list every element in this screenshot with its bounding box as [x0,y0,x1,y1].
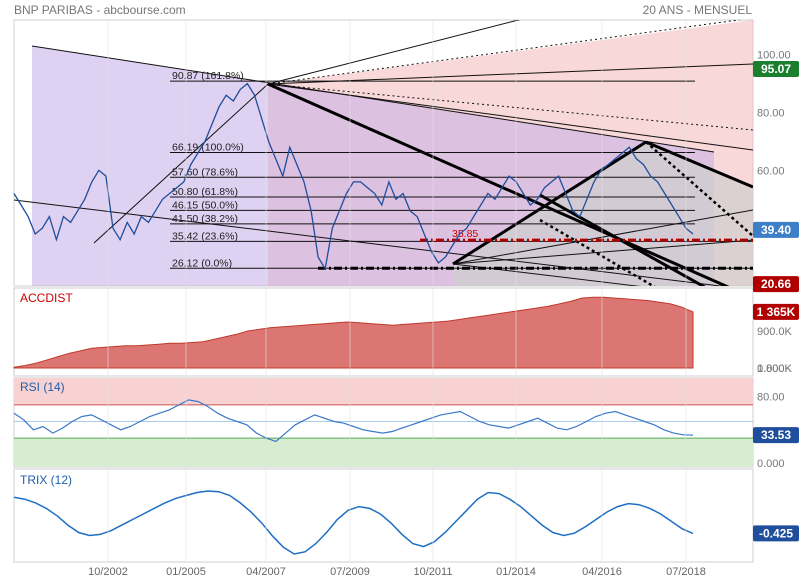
fan-line-dotted [267,20,743,85]
accdist-y-tick: 900.0K [757,326,793,338]
rsi-overbought-zone [14,378,753,405]
x-tick-label: 10/2002 [88,566,128,578]
fan-line [267,20,521,85]
price-badge-0 [753,60,799,77]
rsi-y-tick: 0.000 [757,458,785,470]
fan-line-dotted [267,83,753,131]
channel-line [14,199,725,286]
rsi-badge [753,427,799,444]
thick-trend-line [645,140,753,189]
x-tick-label: 10/2011 [414,566,453,578]
x-tick-label: 07/2009 [330,566,370,578]
price-series-line [13,82,694,271]
price-badge-2 [753,276,799,293]
accdist-badge-label: 1 365K [757,305,796,319]
fib-level-label: 26.12 (0.0%) [172,257,232,269]
trend-line [452,263,641,286]
x-tick-label: 04/2016 [582,566,622,578]
price-badge-2-label: 20.66 [761,277,791,291]
price-y-tick: 60.00 [757,165,785,177]
accdist-y-tick: 0.000K [757,363,793,375]
rsi-series-line [13,399,694,443]
fib-level-label: 50.80 (61.8%) [172,186,238,198]
trix-badge [753,525,799,542]
accdist-badge [753,303,799,320]
rsi-oversold-zone [14,438,753,467]
fib-level-label: 46.15 (50.0%) [172,199,238,211]
trix-series-line [13,490,694,555]
period-label: 20 ANS - MENSUEL [642,3,752,17]
trix-title: TRIX (12) [20,473,72,487]
x-tick-label: 01/2014 [496,566,536,578]
price-y-tick: 80.00 [757,108,785,120]
price-badge-0-label: 95.07 [761,62,791,76]
fib-level-label: 41.50 (38.2%) [172,213,238,225]
rsi-title: RSI (14) [20,380,65,394]
fib-level-label: 35.42 (23.6%) [172,230,238,242]
rsi-badge-label: 33.53 [761,428,791,442]
x-tick-label: 01/2005 [166,566,206,578]
rsi-y-tick: 80.00 [757,392,785,404]
chart-title: BNP PARIBAS - abcbourse.com [14,3,186,17]
drawing-objects [14,20,753,286]
fib-level-label: 57.60 (78.6%) [172,166,238,178]
price-y-tick: 100.00 [757,50,791,62]
trix-panel [13,468,754,563]
x-tick-label: 07/2018 [666,566,706,578]
accdist-area [13,296,694,369]
fib-level-label: 66.19 (100.0%) [172,141,244,153]
x-tick-label: 04/2007 [246,566,286,578]
price-badge-1-label: 39.40 [761,223,791,237]
accdist-title: ACCDIST [20,291,73,305]
channel-line [31,45,715,153]
trix-badge-label: -0.425 [759,526,793,540]
fib-level-label: 90.87 (161.8%) [172,70,244,82]
trend-line [452,209,753,265]
accdist-y-tick: 1.800K [757,363,793,375]
thick-trend-line [267,82,730,286]
trend-line [452,239,753,265]
dotted-thick-line [539,218,656,286]
price-badge-1 [753,221,799,238]
annotation-label: 35.85 [452,228,478,240]
thick-trend-line [452,140,647,266]
trend-line [93,83,269,244]
